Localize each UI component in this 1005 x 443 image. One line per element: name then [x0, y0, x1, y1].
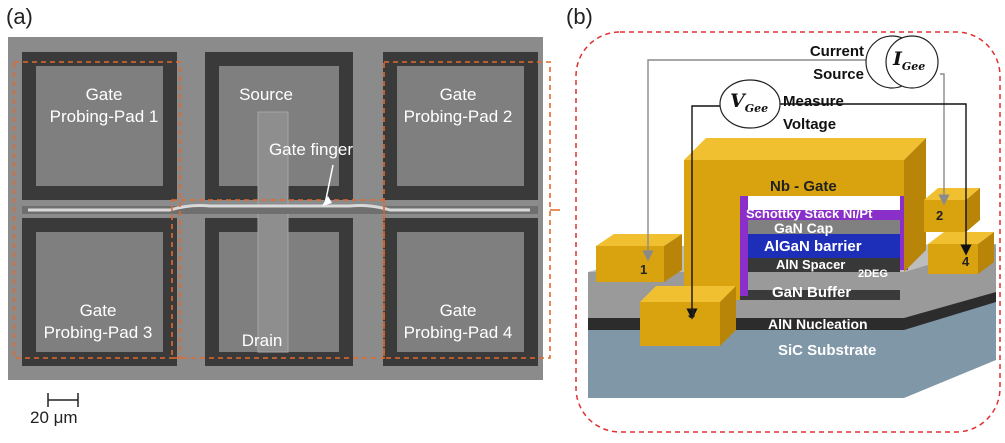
pad-4-number: 4 [962, 254, 970, 269]
schottky-layer [748, 210, 900, 220]
aln-nucleation-label: AlN Nucleation [768, 316, 868, 332]
drain-label: Drain [241, 331, 283, 350]
pad-1-number: 1 [640, 262, 648, 277]
pad-4 [928, 232, 994, 274]
gate-finger-arrowhead [322, 196, 332, 206]
gate-finger-arrow [324, 164, 334, 205]
pad-2 [924, 188, 980, 232]
measure-voltage-wires [686, 103, 972, 320]
nb-gate-label: Nb - Gate [770, 178, 837, 195]
gan-buffer-label: GaN Buffer [772, 284, 852, 301]
sic-substrate-label: SiC Substrate [778, 342, 877, 359]
finger-strip [257, 111, 289, 353]
schematic-outline [575, 31, 1001, 433]
pad-gate3 [22, 218, 177, 366]
pad-gate2 [383, 52, 538, 200]
gate-pad3-label: Gate Probing-Pad 3 [43, 301, 153, 342]
dashed-highlights [13, 61, 551, 359]
current-source-symbol [865, 35, 939, 89]
scale-bar-label: 20 μm [30, 408, 78, 427]
pad-gate1 [22, 52, 177, 200]
gate-finger-label: Gate finger [268, 140, 354, 159]
voltmeter-symbol [719, 79, 781, 129]
sem-image-panel: Gate Probing-Pad 1 Source Gate Probing-Pad… [8, 37, 580, 427]
aln-spacer-label: AlN Spacer [776, 257, 846, 272]
panel-a-label: (a) [6, 4, 33, 29]
current-source-label: Current Source [809, 43, 864, 83]
twodeg-label: 2DEG [858, 268, 888, 280]
algan-label: AlGaN barrier [764, 238, 862, 255]
gate-line-bg [22, 206, 538, 214]
pad-3-number: 3 [688, 306, 696, 321]
panel-b-label: (b) [566, 4, 593, 29]
epi-stack [740, 196, 908, 296]
gan-cap-layer [748, 220, 900, 234]
gate-finger-line [28, 204, 530, 212]
aln-spacer-layer [748, 258, 900, 272]
gan-cap-label: GaN Cap [774, 220, 834, 236]
gate-pad2-label: Gate Probing-Pad 2 [403, 85, 513, 126]
source-label: Source [239, 85, 293, 104]
voltage-symbol: VGee [730, 90, 769, 115]
sem-image-graphic [8, 37, 580, 407]
scale-bar [47, 393, 79, 407]
measure-voltage-label: Measure Voltage [783, 93, 844, 133]
pad-gate4 [383, 218, 538, 366]
gate-pad1-label: Gate Probing-Pad 1 [49, 85, 159, 126]
current-source-wires [642, 59, 950, 262]
pad-2-number: 2 [936, 208, 944, 223]
gate-pad4-label: Gate Probing-Pad 4 [403, 301, 513, 342]
current-symbol: IGee [893, 48, 926, 73]
algan-barrier-layer [748, 234, 900, 258]
schottky-label: Schottky Stack Ni/Pt [746, 206, 873, 221]
nb-gate [684, 138, 926, 300]
pad-1 [596, 234, 682, 282]
pad-3 [640, 286, 736, 346]
